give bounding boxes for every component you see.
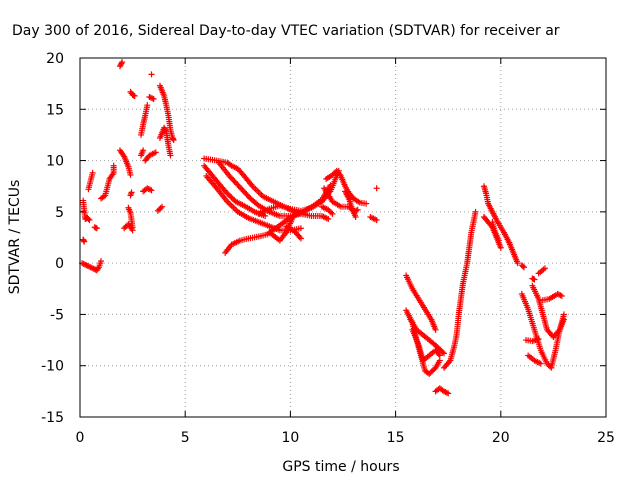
data-point bbox=[159, 203, 166, 210]
data-point bbox=[445, 390, 452, 397]
data-point bbox=[557, 292, 564, 299]
data-point bbox=[145, 185, 152, 192]
data-point bbox=[228, 194, 235, 201]
chart-title: Day 300 of 2016, Sidereal Day-to-day VTE… bbox=[12, 23, 560, 39]
data-point bbox=[148, 187, 155, 194]
data-point bbox=[293, 209, 300, 216]
data-point bbox=[325, 216, 332, 223]
data-point bbox=[440, 350, 447, 357]
y-tick-label: 15 bbox=[46, 102, 64, 118]
data-point bbox=[519, 263, 526, 270]
data-points bbox=[79, 59, 567, 397]
data-point bbox=[119, 59, 126, 66]
data-point bbox=[152, 149, 159, 156]
y-tick-label: 10 bbox=[46, 154, 64, 170]
data-point bbox=[292, 211, 299, 218]
data-point bbox=[431, 365, 438, 372]
y-tick-label: 20 bbox=[46, 51, 64, 67]
data-point bbox=[373, 185, 380, 192]
plot-frame bbox=[79, 57, 607, 418]
data-point bbox=[435, 351, 442, 358]
data-point bbox=[541, 265, 548, 272]
data-point bbox=[121, 225, 128, 232]
data-point bbox=[262, 212, 269, 219]
data-point bbox=[329, 210, 336, 217]
data-point bbox=[127, 171, 134, 178]
y-tick-label: 0 bbox=[55, 256, 64, 272]
data-point bbox=[439, 349, 446, 356]
data-point bbox=[373, 217, 380, 224]
axis-ticks: 0 5 10 15 20 25 -15 -10 -5 0 5 10 15 20 bbox=[41, 51, 615, 446]
data-point bbox=[81, 238, 88, 245]
data-point bbox=[560, 311, 567, 318]
data-point bbox=[229, 195, 236, 202]
data-point bbox=[537, 360, 544, 367]
data-point bbox=[147, 94, 154, 101]
y-tick-label: 5 bbox=[55, 205, 64, 221]
data-point bbox=[535, 336, 542, 343]
data-point bbox=[167, 152, 174, 159]
data-point bbox=[98, 258, 105, 265]
data-point bbox=[497, 244, 504, 251]
data-point bbox=[157, 205, 164, 212]
data-point bbox=[514, 260, 521, 267]
data-point bbox=[150, 96, 157, 103]
data-point bbox=[156, 206, 163, 213]
data-point bbox=[352, 213, 359, 220]
x-tick-label: 0 bbox=[76, 430, 85, 446]
data-point bbox=[556, 291, 563, 298]
data-point bbox=[227, 193, 234, 200]
data-point bbox=[117, 61, 124, 68]
data-point bbox=[170, 137, 177, 144]
data-point bbox=[149, 95, 156, 102]
data-point bbox=[118, 60, 125, 67]
data-point bbox=[436, 357, 443, 364]
data-point bbox=[89, 169, 96, 176]
data-point bbox=[432, 326, 439, 333]
data-point bbox=[472, 208, 479, 215]
data-point bbox=[297, 235, 304, 242]
data-point bbox=[520, 264, 527, 271]
y-tick-label: -10 bbox=[41, 359, 64, 375]
data-point bbox=[148, 71, 155, 78]
data-point bbox=[131, 92, 138, 99]
data-point bbox=[140, 147, 147, 154]
data-point bbox=[297, 225, 304, 232]
x-tick-label: 25 bbox=[597, 430, 615, 446]
y-tick-label: -15 bbox=[41, 410, 64, 426]
data-point bbox=[110, 162, 117, 169]
data-point bbox=[560, 316, 567, 323]
data-point bbox=[495, 237, 502, 244]
data-point bbox=[129, 224, 136, 231]
data-point bbox=[162, 127, 169, 134]
data-point bbox=[531, 276, 538, 283]
x-tick-label: 15 bbox=[387, 430, 405, 446]
x-tick-label: 10 bbox=[281, 430, 299, 446]
data-point bbox=[144, 102, 151, 109]
x-axis-label: GPS time / hours bbox=[282, 459, 399, 475]
data-point bbox=[558, 292, 565, 299]
data-point bbox=[93, 225, 100, 232]
data-point bbox=[128, 189, 135, 196]
data-point bbox=[86, 217, 93, 224]
data-point bbox=[363, 200, 370, 207]
x-tick-label: 20 bbox=[492, 430, 510, 446]
x-tick-label: 5 bbox=[181, 430, 190, 446]
data-point bbox=[436, 352, 443, 359]
data-point bbox=[147, 186, 154, 193]
data-point bbox=[328, 209, 335, 216]
data-point bbox=[85, 216, 92, 223]
grid bbox=[80, 58, 606, 417]
y-axis-label: SDTVAR / TECUs bbox=[7, 180, 23, 295]
y-tick-label: -5 bbox=[50, 307, 64, 323]
data-point bbox=[154, 207, 161, 214]
